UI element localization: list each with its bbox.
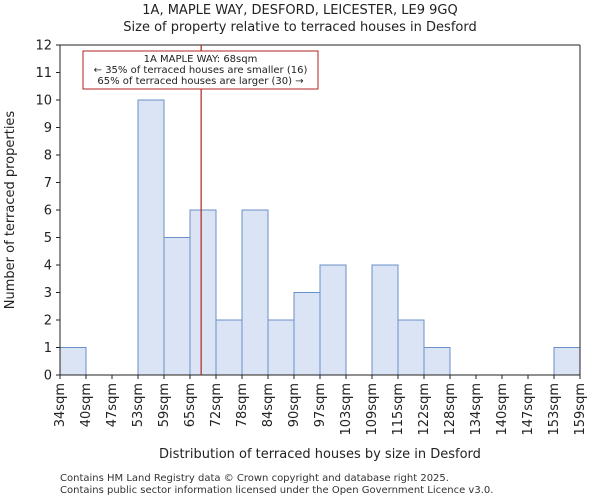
bar-59sqm (163, 237, 191, 376)
annotation-line3: 65% of terraced houses are larger (30) → (97, 76, 303, 87)
x-tick-label-78sqm: 78sqm (235, 383, 250, 427)
y-tick-label: 12 (35, 39, 52, 54)
bar-90sqm (293, 292, 321, 376)
annotation-line1: 1A MAPLE WAY: 68sqm (144, 54, 258, 65)
annotation-box (82, 50, 319, 90)
bar-34sqm (59, 347, 87, 376)
chart-title: 1A, MAPLE WAY, DESFORD, LEICESTER, LE9 9… (142, 3, 458, 18)
x-tick-label-128sqm: 128sqm (443, 383, 458, 436)
annotation-line2: ← 35% of terraced houses are smaller (16… (94, 65, 308, 76)
bar-72sqm (215, 319, 243, 376)
x-tick-label-84sqm: 84sqm (261, 383, 276, 427)
x-tick-label-53sqm: 53sqm (131, 383, 146, 427)
bar-115sqm (397, 319, 425, 376)
x-tick-label-140sqm: 140sqm (495, 383, 510, 436)
bar-122sqm (423, 347, 451, 376)
x-tick-label-103sqm: 103sqm (339, 383, 354, 436)
x-tick-label-72sqm: 72sqm (209, 383, 224, 427)
x-tick-label-90sqm: 90sqm (287, 383, 302, 427)
y-tick-label: 8 (44, 149, 52, 164)
y-tick-label: 4 (44, 259, 52, 274)
x-tick-label-34sqm: 34sqm (53, 383, 68, 427)
y-tick-label: 5 (44, 231, 52, 246)
x-tick-label-40sqm: 40sqm (79, 383, 94, 427)
x-tick-label-47sqm: 47sqm (105, 383, 120, 427)
chart-subtitle: Size of property relative to terraced ho… (123, 20, 477, 35)
y-tick-label: 9 (44, 121, 52, 136)
y-tick-label: 6 (44, 204, 52, 219)
x-tick-label-109sqm: 109sqm (365, 383, 380, 436)
bar-78sqm (241, 209, 269, 376)
footer-line-2: Contains public sector information licen… (60, 485, 494, 496)
x-tick-label-147sqm: 147sqm (521, 383, 536, 436)
bar-153sqm (553, 347, 581, 376)
x-tick-label-115sqm: 115sqm (391, 383, 406, 436)
x-tick-label-134sqm: 134sqm (469, 383, 484, 436)
y-tick-label: 11 (35, 66, 52, 81)
y-tick-label: 0 (44, 369, 52, 384)
y-tick-label: 1 (44, 341, 52, 356)
x-tick-label-59sqm: 59sqm (157, 383, 172, 427)
bar-84sqm (267, 319, 295, 376)
x-tick-label-122sqm: 122sqm (417, 383, 432, 436)
bar-97sqm (319, 264, 347, 376)
x-tick-label-153sqm: 153sqm (547, 383, 562, 436)
footer-line-1: Contains HM Land Registry data © Crown c… (60, 473, 449, 484)
y-axis-label: Number of terraced properties (3, 111, 18, 310)
bar-109sqm (371, 264, 399, 376)
y-tick-label: 10 (35, 94, 52, 109)
bar-53sqm (137, 99, 165, 376)
x-tick-label-159sqm: 159sqm (573, 383, 588, 436)
x-tick-label-65sqm: 65sqm (183, 383, 198, 427)
x-tick-label-97sqm: 97sqm (313, 383, 328, 427)
y-tick-label: 3 (44, 286, 52, 301)
x-axis-label: Distribution of terraced houses by size … (159, 447, 481, 462)
y-tick-label: 2 (44, 314, 52, 329)
bar-65sqm (189, 209, 217, 376)
y-tick-label: 7 (44, 176, 52, 191)
